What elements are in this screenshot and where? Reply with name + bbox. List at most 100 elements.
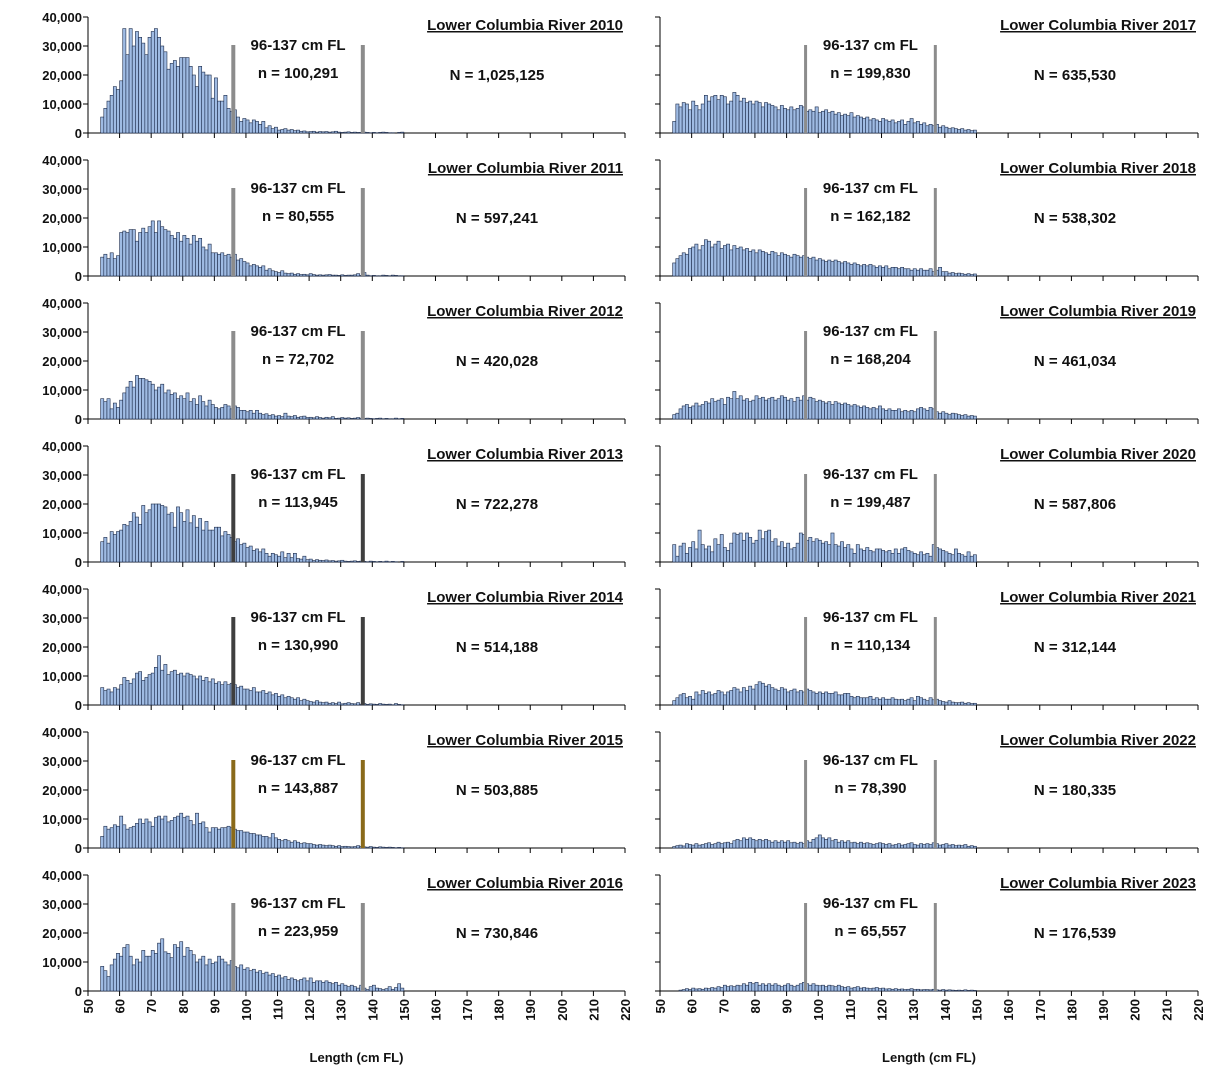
bar xyxy=(236,117,239,133)
bar xyxy=(246,832,249,848)
x-tick-label: 60 xyxy=(685,999,700,1013)
bar xyxy=(186,238,189,276)
bar xyxy=(764,686,767,705)
bar xyxy=(148,227,151,276)
bar xyxy=(783,985,786,991)
bar xyxy=(837,842,840,848)
bar xyxy=(714,988,717,991)
bar xyxy=(863,264,866,276)
panel-title: Lower Columbia River 2013 xyxy=(427,446,623,463)
bar xyxy=(195,241,198,276)
bar xyxy=(243,410,246,419)
bar xyxy=(107,101,110,133)
panel-title: Lower Columbia River 2014 xyxy=(427,589,624,606)
bar xyxy=(850,696,853,705)
bar xyxy=(948,415,951,419)
bar xyxy=(964,990,967,991)
bar xyxy=(347,275,350,276)
bar xyxy=(391,561,394,562)
bar xyxy=(723,843,726,848)
bar xyxy=(183,956,186,991)
bar xyxy=(701,989,704,991)
bar xyxy=(818,259,821,276)
bar xyxy=(151,221,154,276)
bar xyxy=(711,695,714,705)
bar xyxy=(790,549,793,562)
bar xyxy=(847,405,850,420)
n-label: n = 78,390 xyxy=(834,780,906,797)
bar xyxy=(306,981,309,991)
bar xyxy=(736,248,739,276)
bar xyxy=(290,842,293,848)
bar xyxy=(296,981,299,991)
bar xyxy=(837,403,840,419)
bar xyxy=(717,987,720,991)
bar xyxy=(391,847,394,848)
bar xyxy=(394,418,397,419)
bar xyxy=(173,61,176,134)
bar xyxy=(834,402,837,419)
bar xyxy=(306,560,309,562)
bar xyxy=(192,399,195,419)
bar xyxy=(920,552,923,562)
bar xyxy=(319,418,322,419)
bar xyxy=(707,403,710,419)
bar xyxy=(787,692,790,705)
bar xyxy=(730,399,733,419)
bar xyxy=(856,406,859,419)
bar xyxy=(730,986,733,991)
bar xyxy=(758,985,761,991)
bar xyxy=(749,402,752,419)
bar xyxy=(221,253,224,276)
bar xyxy=(296,698,299,705)
bar xyxy=(139,233,142,277)
bar xyxy=(853,405,856,420)
bar xyxy=(888,989,891,991)
bar xyxy=(790,843,793,848)
bar xyxy=(910,270,913,276)
bar xyxy=(123,393,126,419)
bar xyxy=(107,259,110,276)
bar xyxy=(296,130,299,133)
bar xyxy=(120,233,123,277)
bar xyxy=(186,816,189,848)
bar xyxy=(189,820,192,848)
bar xyxy=(375,418,378,419)
bar xyxy=(249,266,252,276)
y-tick-label: 20,000 xyxy=(42,640,82,655)
bar xyxy=(793,842,796,848)
bar xyxy=(113,87,116,133)
bar xyxy=(951,990,954,991)
bar xyxy=(315,845,318,848)
bar xyxy=(113,403,116,419)
x-tick-label: 210 xyxy=(1159,999,1174,1021)
bar xyxy=(821,260,824,276)
bar xyxy=(673,121,676,133)
bar xyxy=(970,556,973,562)
bar xyxy=(945,127,948,133)
bar xyxy=(840,695,843,705)
bar xyxy=(189,675,192,705)
bar xyxy=(379,418,382,419)
bar xyxy=(290,130,293,133)
bar xyxy=(353,847,356,848)
bar xyxy=(679,990,682,991)
bar xyxy=(828,838,831,848)
bar xyxy=(300,559,303,562)
bar xyxy=(284,273,287,276)
bar xyxy=(799,842,802,848)
y-tick-label: 30,000 xyxy=(42,182,82,197)
bar xyxy=(812,692,815,705)
bar xyxy=(888,121,891,133)
bar xyxy=(882,409,885,419)
bar xyxy=(856,696,859,705)
bar xyxy=(126,55,129,133)
bar xyxy=(834,545,837,562)
bar xyxy=(742,400,745,419)
bar xyxy=(749,101,752,133)
bar xyxy=(154,29,157,133)
bar xyxy=(246,689,249,705)
bar xyxy=(341,132,344,133)
bar xyxy=(847,263,850,276)
bar xyxy=(123,524,126,562)
